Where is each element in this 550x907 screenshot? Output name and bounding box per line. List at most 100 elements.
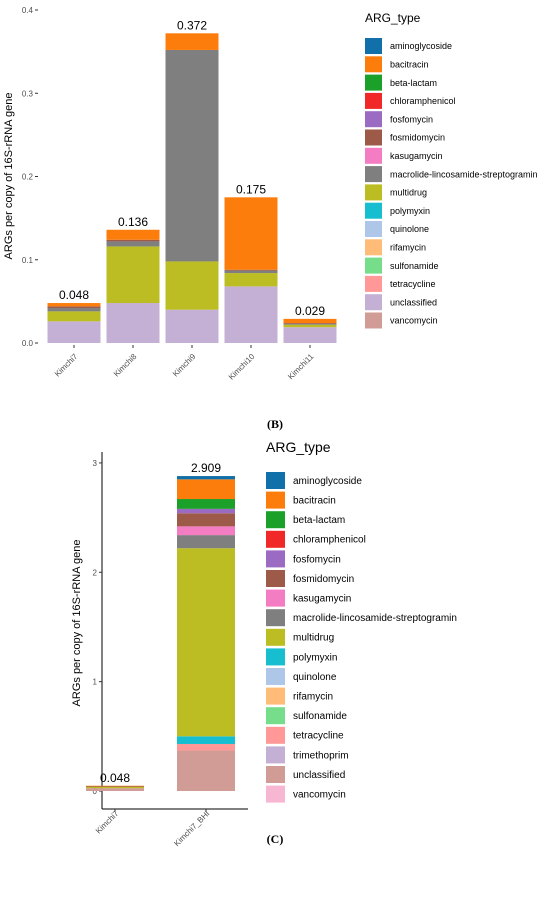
legend-label-c: kasugamycin [293, 594, 351, 605]
bar-segment-c [177, 743, 235, 751]
bar-segment-b [283, 323, 337, 324]
bar-segment-b [47, 321, 101, 343]
legend-key-b [365, 166, 382, 183]
bar-segment-b [283, 318, 337, 324]
bar-segment-b [224, 270, 278, 274]
legend-label-c: rifamycin [293, 692, 333, 703]
bar-segment-c [177, 476, 235, 480]
legend-label-c: macrolide-lincosamide-streptogramin [293, 613, 457, 624]
panel-label-c: (C) [267, 832, 284, 846]
bar-segment-c [177, 548, 235, 737]
legend-key-b [365, 74, 382, 91]
legend-label-b: polymyxin [390, 206, 430, 216]
legend-label-c: sulfonamide [293, 711, 347, 722]
legend-label-c: trimethoprim [293, 750, 349, 761]
legend-label-b: vancomycin [390, 316, 438, 326]
legend-key-c [266, 766, 285, 783]
bar-segment-b [224, 273, 278, 287]
legend-key-b [365, 239, 382, 256]
bar-segment-b [47, 311, 101, 322]
legend-key-c [266, 472, 285, 489]
bar-total-label-c: 0.048 [100, 771, 130, 785]
legend-label-b: kasugamycin [390, 151, 443, 161]
legend-key-c [266, 530, 285, 548]
legend-key-b [365, 202, 382, 219]
legend-label-c: unclassified [293, 770, 345, 781]
legend-label-b: macrolide-lincosamide-streptogramin [390, 169, 538, 179]
legend-key-b [365, 92, 382, 109]
legend-key-b [365, 129, 382, 146]
y-tick-label-b: 0.1 [22, 256, 34, 265]
legend-label-c: tetracycline [293, 731, 344, 742]
bar-segment-c [177, 535, 235, 549]
bar-segment-c [177, 513, 235, 527]
x-tick-label-b: Kimchi8 [112, 352, 139, 379]
legend-key-b [365, 275, 382, 292]
legend-label-b: chloramphenicol [390, 96, 456, 106]
legend-key-b [365, 147, 382, 164]
bar-total-label-b: 0.175 [236, 182, 266, 196]
x-tick-label-b: Kimchi7 [53, 352, 80, 379]
legend-key-b [365, 38, 382, 54]
bar-segment-b [224, 197, 278, 270]
legend-label-c: multidrug [293, 633, 334, 644]
bar-segment-b [283, 327, 337, 343]
legend-label-c: beta-lactam [293, 515, 345, 526]
bar-segment-c [177, 508, 235, 514]
legend-key-c [266, 785, 285, 803]
legend-key-c [266, 648, 285, 666]
y-tick-label-b: 0.0 [22, 339, 34, 348]
bar-segment-b [106, 241, 160, 247]
legend-label-c: fosfomycin [293, 554, 341, 565]
bar-total-label-b: 0.029 [295, 304, 325, 318]
legend-label-b: bacitracin [390, 60, 429, 70]
legend-key-b [365, 257, 382, 274]
bar-segment-b [165, 309, 219, 343]
y-tick-label-c: 0 [93, 787, 98, 796]
bar-segment-b [224, 286, 278, 343]
bar-total-label-b: 0.048 [59, 288, 89, 302]
bar-segment-b [106, 246, 160, 304]
y-tick-label-c: 1 [93, 678, 98, 687]
bar-segment-c [177, 479, 235, 500]
bar-segment-c [86, 786, 144, 789]
panel-label-b: (B) [267, 417, 283, 431]
bar-segment-b [165, 261, 219, 310]
legend-key-c [266, 589, 285, 607]
bar-segment-b [47, 308, 101, 312]
bar-segment-c [86, 788, 144, 791]
bar-segment-b [106, 229, 160, 240]
y-axis-title-b: ARGs per copy of 16S-rRNA gene [3, 93, 15, 260]
legend-label-c: bacitracin [293, 496, 336, 507]
bar-segment-b [47, 306, 101, 309]
legend-label-c: vancomycin [293, 790, 346, 801]
legend-label-b: multidrug [390, 188, 427, 198]
legend-key-c [266, 726, 285, 744]
bar-segment-c [177, 750, 235, 791]
y-tick-label-b: 0.3 [22, 89, 34, 98]
bar-segment-c [177, 499, 235, 509]
bar-segment-c [86, 786, 144, 787]
y-tick-label-c: 3 [93, 459, 98, 468]
bar-total-label-b: 0.372 [177, 18, 207, 32]
x-tick-label-b: Kimchi9 [171, 352, 198, 379]
legend-label-b: aminoglycoside [390, 41, 452, 51]
legend-label-c: fosmidomycin [293, 574, 354, 585]
legend-key-b [365, 111, 382, 128]
bar-segment-b [106, 303, 160, 343]
x-tick-label-c: Kimchi7_BHI [172, 809, 211, 848]
legend-label-b: unclassified [390, 297, 437, 307]
legend-key-c [266, 707, 285, 725]
legend-title-c: ARG_type [266, 439, 331, 455]
legend-label-b: rifamycin [390, 243, 426, 253]
legend-key-c [266, 511, 285, 529]
bar-segment-b [106, 239, 160, 242]
bar-segment-c [86, 785, 144, 787]
bar-segment-b [165, 33, 219, 50]
y-tick-label-b: 0.4 [22, 6, 34, 15]
bar-total-label-b: 0.136 [118, 215, 148, 229]
legend-label-c: polymyxin [293, 652, 337, 663]
legend-key-b [365, 294, 382, 311]
legend-label-c: aminoglycoside [293, 476, 362, 487]
